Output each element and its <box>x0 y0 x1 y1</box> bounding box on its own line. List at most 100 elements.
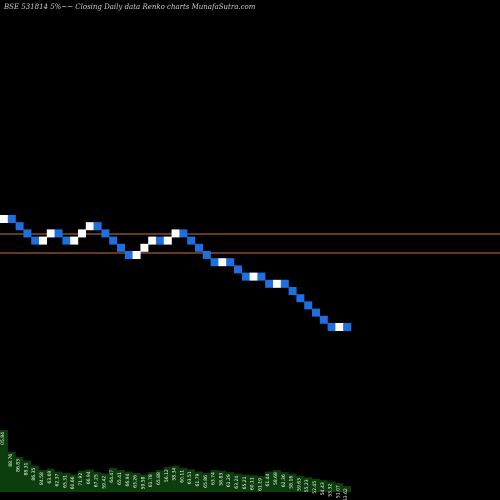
volume-label: 65.86 <box>203 475 209 488</box>
volume-label: 84.58 <box>39 472 45 485</box>
volume-bar <box>93 472 102 492</box>
renko-brick-up <box>70 236 79 245</box>
volume-labels: 05.84 88.76 86.83 88.31 86.35 84.58 63.69 62.37… <box>0 432 349 500</box>
volume-label: 55.23 <box>304 479 310 492</box>
volume-label: 60.66 <box>70 476 76 489</box>
volume-bar <box>202 473 211 492</box>
renko-brick-down <box>265 279 274 288</box>
volume-bar <box>179 467 188 492</box>
volume-bar <box>343 486 351 492</box>
volume-bar <box>117 470 125 492</box>
volume-bar <box>148 472 156 492</box>
volume-label: 58.34 <box>172 468 178 481</box>
volume-bar <box>265 471 273 492</box>
volume-label: 61.19 <box>257 478 263 491</box>
volume-bar <box>171 465 180 492</box>
volume-label: 05.84 <box>0 432 6 445</box>
renko-brick-down <box>202 251 211 259</box>
volume-label: 61.44 <box>265 473 271 486</box>
volume-bar <box>101 473 110 492</box>
renko-brick-down <box>257 272 266 281</box>
volume-label: 61.79 <box>195 473 201 486</box>
renko-brick-up <box>46 229 55 238</box>
renko-brick-down <box>31 236 40 245</box>
renko-brick-down <box>187 236 196 245</box>
volume-bar <box>273 470 281 492</box>
renko-brick-up <box>85 222 94 231</box>
renko-brick-down <box>15 222 24 231</box>
volume-bar <box>327 481 336 492</box>
renko-brick-down <box>62 236 71 245</box>
volume-label: 58.16 <box>289 476 295 489</box>
volume-bar <box>335 483 344 492</box>
volume-label: 54.43 <box>320 482 326 495</box>
renko-brick-up <box>0 215 8 223</box>
volume-label: 53.32 <box>328 484 334 497</box>
volume-bar <box>31 465 39 492</box>
volume-bar <box>241 474 250 492</box>
renko-brick-up <box>132 251 141 259</box>
renko-brick-down <box>296 294 305 303</box>
volume-area <box>0 430 351 492</box>
volume-label: 65.31 <box>62 475 68 488</box>
volume-bar <box>78 470 86 492</box>
renko-brick-up <box>148 236 157 245</box>
renko-brick-up <box>39 236 47 245</box>
renko-brick-down <box>124 251 133 259</box>
renko-brick-up <box>249 272 258 281</box>
volume-bar <box>218 470 227 492</box>
volume-label: 60.11 <box>179 470 185 483</box>
volume-label: 88.31 <box>23 462 29 475</box>
renko-brick-down <box>312 308 320 317</box>
volume-bar <box>7 451 16 492</box>
volume-label: 59.42 <box>101 476 107 489</box>
volume-bar <box>226 472 234 492</box>
volume-label: 62.36 <box>281 474 287 487</box>
volume-label: 66.94 <box>86 471 92 484</box>
volume-label: 56.12 <box>164 469 170 482</box>
renko-brick-down <box>195 243 203 252</box>
renko-brick-up <box>218 258 227 267</box>
volume-bar <box>124 471 133 492</box>
renko-brick-down <box>241 272 250 281</box>
volume-label: 86.83 <box>16 459 22 472</box>
volume-label: 60.11 <box>250 477 256 490</box>
volume-label: 63.51 <box>187 471 193 484</box>
volume-label: 71.92 <box>78 473 84 486</box>
renko-brick-down <box>156 236 164 245</box>
volume-label: 62.37 <box>55 473 61 486</box>
volume-bar <box>249 475 258 492</box>
volume-label: 58.68 <box>273 472 279 485</box>
renko-brick-up <box>171 229 180 238</box>
volume-label: 63.74 <box>211 472 217 485</box>
volume-label: 67.25 <box>94 474 100 487</box>
volume-label: 58.83 <box>218 473 224 486</box>
volume-label: 59.63 <box>296 478 302 491</box>
volume-bar <box>234 473 242 492</box>
renko-brick-up <box>140 243 149 252</box>
volume-bar <box>23 460 32 492</box>
renko-brick-down <box>304 301 313 310</box>
volume-label: 88.76 <box>8 454 14 467</box>
volume-bar <box>210 470 219 492</box>
renko-brick-up <box>335 323 344 331</box>
volume-label: 52.45 <box>312 481 318 494</box>
volume-bar <box>280 472 289 492</box>
volume-label: 63.69 <box>47 471 53 484</box>
volume-label: 86.35 <box>31 468 37 481</box>
volume-label: 65.21 <box>242 476 248 489</box>
renko-brick-down <box>101 229 110 238</box>
renko-brick-down <box>210 258 219 267</box>
renko-brick-down <box>54 229 63 238</box>
chart-title: BSE 531814 5%~~ Closing Daily data Renko… <box>4 3 256 11</box>
renko-brick-up <box>163 236 172 245</box>
volume-bar <box>46 468 55 492</box>
renko-brick-up <box>78 229 86 238</box>
volume-label: 59.58 <box>140 476 146 489</box>
volume-label: 63.24 <box>234 476 240 489</box>
renko-brick-down <box>109 236 118 245</box>
volume-label: 65.41 <box>117 472 123 485</box>
renko-brick-down <box>117 243 125 252</box>
volume-label: 66.94 <box>125 473 131 486</box>
